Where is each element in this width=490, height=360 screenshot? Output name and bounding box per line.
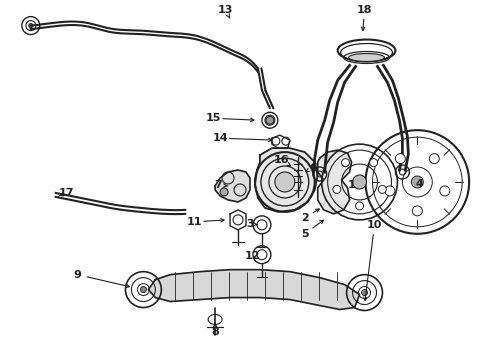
Text: 15: 15: [205, 113, 221, 123]
Text: 18: 18: [357, 5, 372, 15]
Circle shape: [275, 172, 295, 192]
Text: 7: 7: [214, 180, 222, 190]
Text: 14: 14: [212, 133, 228, 143]
Circle shape: [369, 159, 378, 167]
Text: 13: 13: [218, 5, 233, 15]
Text: 17: 17: [59, 188, 74, 198]
Circle shape: [412, 176, 423, 188]
Circle shape: [440, 186, 450, 196]
Circle shape: [395, 154, 405, 163]
Polygon shape: [255, 148, 318, 212]
Circle shape: [141, 287, 147, 293]
Circle shape: [413, 206, 422, 216]
Polygon shape: [318, 150, 352, 214]
Text: 9: 9: [74, 270, 82, 280]
Text: 16: 16: [274, 155, 290, 165]
Circle shape: [333, 185, 341, 193]
Ellipse shape: [348, 54, 385, 62]
Text: 1: 1: [348, 180, 355, 190]
Polygon shape: [215, 170, 250, 202]
Text: 2: 2: [301, 213, 309, 223]
Circle shape: [220, 188, 228, 196]
Text: 4: 4: [416, 179, 423, 189]
Text: 6: 6: [309, 163, 317, 173]
Text: 10: 10: [367, 220, 382, 230]
Circle shape: [353, 175, 367, 189]
Circle shape: [29, 24, 33, 28]
Text: 3: 3: [246, 219, 254, 229]
Circle shape: [378, 185, 386, 193]
Text: 8: 8: [211, 327, 219, 337]
Circle shape: [362, 289, 368, 296]
Circle shape: [429, 154, 440, 163]
Text: 12: 12: [244, 251, 260, 261]
Circle shape: [356, 202, 364, 210]
Polygon shape: [148, 270, 360, 310]
Text: 5: 5: [301, 229, 309, 239]
Text: 11: 11: [187, 217, 202, 227]
Circle shape: [385, 186, 395, 196]
Circle shape: [342, 159, 349, 167]
Circle shape: [266, 116, 274, 124]
